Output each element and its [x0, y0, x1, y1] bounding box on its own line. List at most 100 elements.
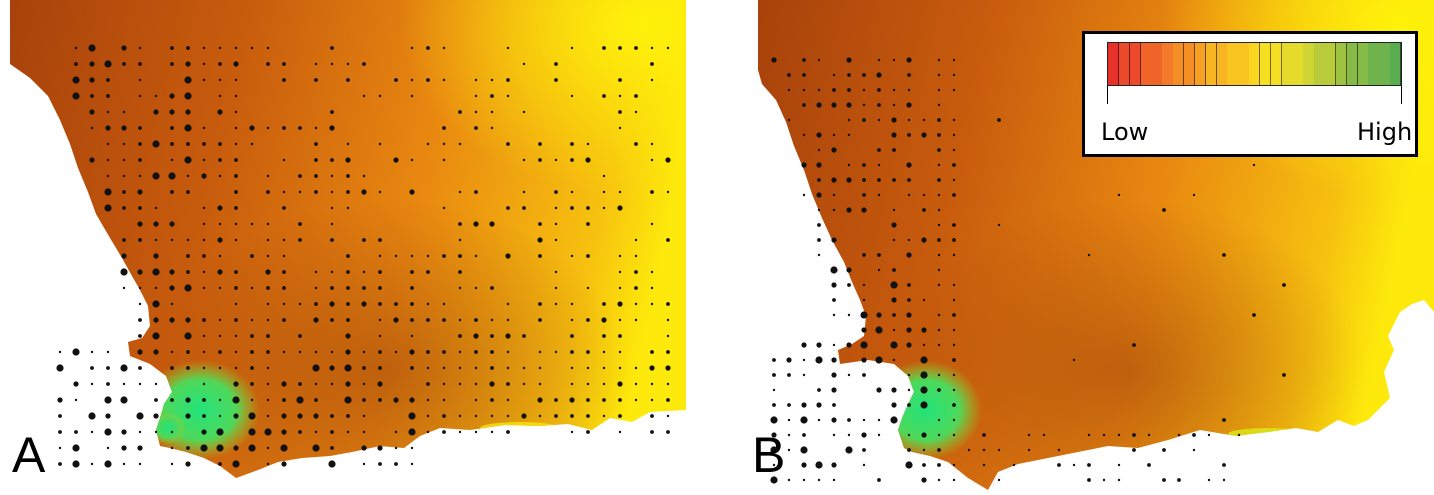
sample-dot [458, 334, 462, 338]
sample-dot [802, 373, 806, 377]
sample-dot [937, 418, 941, 422]
sample-dot [217, 237, 223, 243]
sample-dot [170, 366, 174, 370]
sample-dot [250, 366, 254, 370]
sample-dot [202, 414, 206, 418]
sample-dot [72, 460, 80, 468]
sample-dot [153, 109, 159, 115]
sample-dot [666, 46, 670, 50]
sample-dot [234, 238, 238, 242]
sample-dot [346, 206, 350, 210]
sample-dot [58, 446, 62, 450]
sample-dot [860, 311, 868, 319]
sample-dot [1102, 478, 1106, 482]
sample-dot [602, 174, 606, 178]
sample-dot [234, 158, 238, 162]
sample-dot [184, 156, 192, 164]
sample-dot [554, 286, 558, 290]
sample-dot [266, 126, 270, 130]
sample-dot [847, 73, 851, 77]
sample-dot [474, 382, 478, 386]
sample-dot [298, 302, 302, 306]
sample-dot [892, 88, 896, 92]
sample-dot [73, 381, 79, 387]
sample-dot [186, 238, 190, 242]
legend-high-label: High [1357, 118, 1413, 146]
sample-dot [312, 444, 320, 452]
sample-dot [538, 382, 542, 386]
legend-tick-high [1401, 86, 1402, 104]
sample-dot [234, 222, 238, 226]
sample-dot [586, 414, 590, 418]
sample-dot [817, 148, 821, 152]
sample-dot [122, 62, 126, 66]
sample-dot [330, 286, 334, 290]
sample-dot [154, 398, 158, 402]
sample-dot [89, 77, 95, 83]
sample-dot [1087, 433, 1091, 437]
sample-dot [346, 430, 350, 434]
sample-dot [554, 190, 558, 194]
sample-dot [862, 283, 866, 287]
sample-dot [233, 61, 239, 67]
legend-segment [1292, 43, 1304, 85]
sample-dot [845, 446, 853, 454]
legend-segment [1281, 43, 1293, 85]
sample-dot [138, 158, 142, 162]
sample-dot [345, 349, 351, 355]
sample-dot [282, 350, 286, 354]
sample-dot [877, 178, 881, 182]
sample-dot [816, 402, 822, 408]
sample-dot [876, 312, 882, 318]
sample-dot [634, 382, 638, 386]
dots-b [770, 57, 1286, 484]
sample-dot [921, 132, 927, 138]
sample-dot [892, 148, 896, 152]
sample-dot [104, 460, 112, 468]
sample-dot [618, 46, 622, 50]
sample-dot [152, 332, 160, 340]
legend-segment [1140, 43, 1152, 85]
sample-dot [122, 110, 126, 114]
sample-dot [458, 430, 462, 434]
sample-dot [266, 334, 270, 338]
sample-dot [952, 238, 956, 242]
sample-dot [314, 174, 318, 178]
sample-dot [570, 318, 574, 322]
sample-dot [877, 193, 881, 197]
sample-dot [442, 46, 446, 50]
sample-dot [408, 412, 416, 420]
sample-dot [120, 396, 128, 404]
sample-dot [554, 414, 558, 418]
sample-dot [666, 398, 670, 402]
sample-dot [104, 188, 112, 196]
sample-dot [522, 62, 526, 66]
sample-dot [982, 448, 986, 452]
sample-dot [490, 366, 494, 370]
sample-dot [248, 428, 256, 436]
sample-dot [378, 366, 382, 370]
sample-dot [202, 158, 206, 162]
sample-dot [122, 462, 126, 466]
sample-dot [817, 208, 821, 212]
sample-dot [362, 286, 366, 290]
sample-dot [618, 398, 622, 402]
sample-dot [602, 190, 606, 194]
sample-dot [282, 190, 286, 194]
sample-dot [90, 350, 94, 354]
sample-dot [106, 158, 110, 162]
sample-dot [618, 430, 622, 434]
sample-dot [554, 206, 558, 210]
sample-dot [186, 366, 190, 370]
sample-dot [169, 93, 175, 99]
sample-dot [218, 46, 222, 50]
sample-dot [394, 78, 398, 82]
sample-dot [170, 142, 174, 146]
sample-dot [90, 382, 94, 386]
legend-segment [1118, 43, 1131, 85]
sample-dot [138, 286, 142, 290]
sample-dot [602, 94, 606, 98]
sample-dot [847, 118, 851, 122]
sample-dot [650, 190, 654, 194]
sample-dot [169, 285, 175, 291]
